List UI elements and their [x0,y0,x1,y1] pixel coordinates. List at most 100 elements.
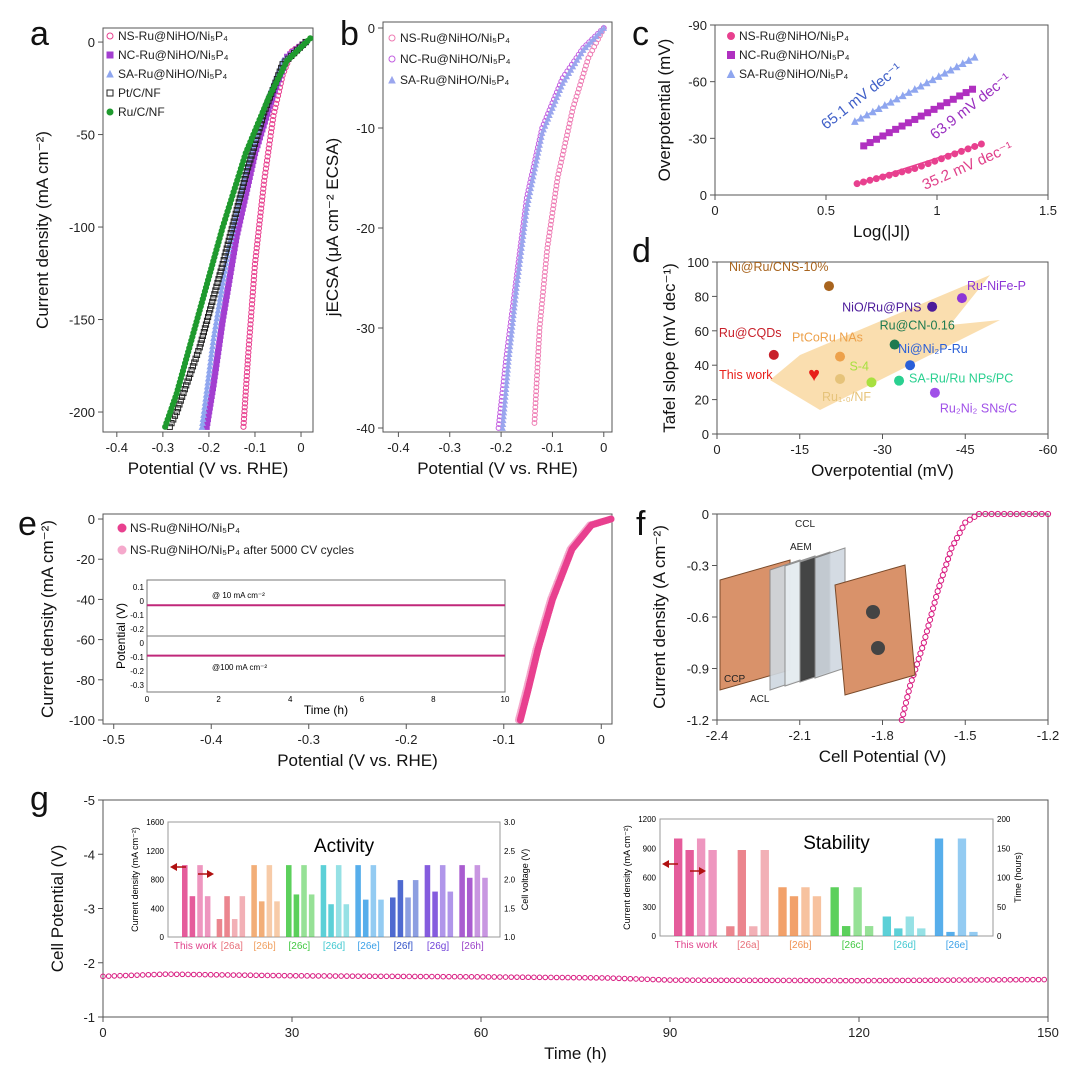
data-point [203,423,210,430]
bar-current-density [197,865,203,937]
data-point [835,373,846,384]
data-point [260,181,267,188]
data-point [616,975,622,982]
data-point [559,974,566,981]
data-point [539,297,546,303]
data-point [173,971,180,978]
category-label: [26b] [789,940,811,951]
inset-x-tick: 2 [216,695,221,704]
data-point [1013,510,1020,518]
data-point [633,976,639,982]
data-point [111,973,118,979]
bar-current-density [216,919,223,937]
data-point [249,148,256,155]
data-point [945,977,951,983]
y-tick-label: -60 [76,633,95,648]
inset-y-tick: 0 [140,639,145,648]
fit-line [854,56,976,122]
data-point [546,229,553,236]
data-point [928,977,934,984]
plot-frame [102,513,613,725]
data-point [644,976,651,983]
x-tick-label: 0 [600,440,607,455]
data-point [162,423,169,430]
legend-item: NS-Ru@NiHO/Ni₅P₄ [106,29,228,43]
point-label: Ru-NiFe-P [967,279,1026,293]
data-point [244,361,251,368]
data-point [491,974,498,980]
x-axis-label: Time (h) [544,1044,607,1063]
data-point [533,380,540,387]
x-tick-label: -45 [956,442,975,457]
data-point [248,152,255,159]
data-point [551,198,558,205]
data-point [309,973,316,979]
category-label: [26b] [254,941,276,952]
data-point [266,137,274,144]
x-tick-label: -0.2 [490,440,512,455]
data-point [250,144,257,151]
y-tick-label: -20 [76,552,95,567]
data-point [803,977,809,984]
heart-icon: ♥ [808,364,820,386]
inset-y-tick: 0.1 [133,583,145,592]
bar-cell-voltage [239,896,246,937]
trend-arrow [770,275,1000,410]
data-point [735,977,741,984]
bar-cell-voltage [204,896,211,937]
y-tick-label: -2 [83,956,95,971]
point-label: Ru@CN-0.16 [880,319,955,333]
bar-time [969,931,978,936]
data-point [332,973,339,979]
x-tick-label: -0.4 [387,440,409,455]
data-point [555,171,562,178]
data-point [550,202,557,209]
data-point [531,420,538,426]
data-point [187,370,194,378]
y-tick-label: -50 [76,128,95,143]
legend-marker [106,32,114,40]
inset-stability: 0 2 4 6 8 10 0.1 0 -0.1 -0.2 @ 10 mA cm⁻² 0 -0.1 -0.2… [114,579,510,717]
bar-current-density [251,865,257,937]
bar-cell-voltage [274,901,280,937]
x-tick-label: -0.5 [103,732,125,747]
data-point [219,972,225,978]
data-point-group: SA-Ru/Ru NPs/PC [894,372,1013,386]
point-label: S-4 [849,359,869,373]
y-tick-label: -1.2 [687,713,709,728]
data-point [569,108,576,115]
category-label: [26e] [946,940,968,951]
x-axis-label: Cell Potential (V) [819,747,947,766]
data-point [718,977,724,984]
data-point [550,206,556,213]
data-point [260,185,267,192]
data-point [565,974,571,981]
y-tick-label: 100 [687,255,709,270]
y-tick-label: 20 [695,393,709,408]
data-point [933,977,940,984]
data-point [558,159,564,166]
data-point [996,977,1002,983]
data-point-group: ♥ This work [719,364,820,386]
x-tick-label: -1.2 [1037,728,1059,743]
bar-current-density [674,838,683,936]
data-point [988,510,995,518]
data-point [768,349,779,360]
legend-marker [106,69,114,78]
data-point [534,372,540,379]
data-point [712,977,719,984]
data-point [927,301,938,312]
data-point [156,971,163,978]
inset-y-label: Potential (V) [114,603,128,669]
data-point [265,145,272,152]
bar-time [917,928,926,936]
data-point [269,116,276,124]
legend-marker [388,55,396,63]
data-point [259,193,266,200]
bar-time [894,928,903,936]
data-point [241,412,248,419]
data-point [269,121,276,128]
data-point [915,655,922,662]
data-point [242,172,249,179]
data-point [203,317,211,324]
